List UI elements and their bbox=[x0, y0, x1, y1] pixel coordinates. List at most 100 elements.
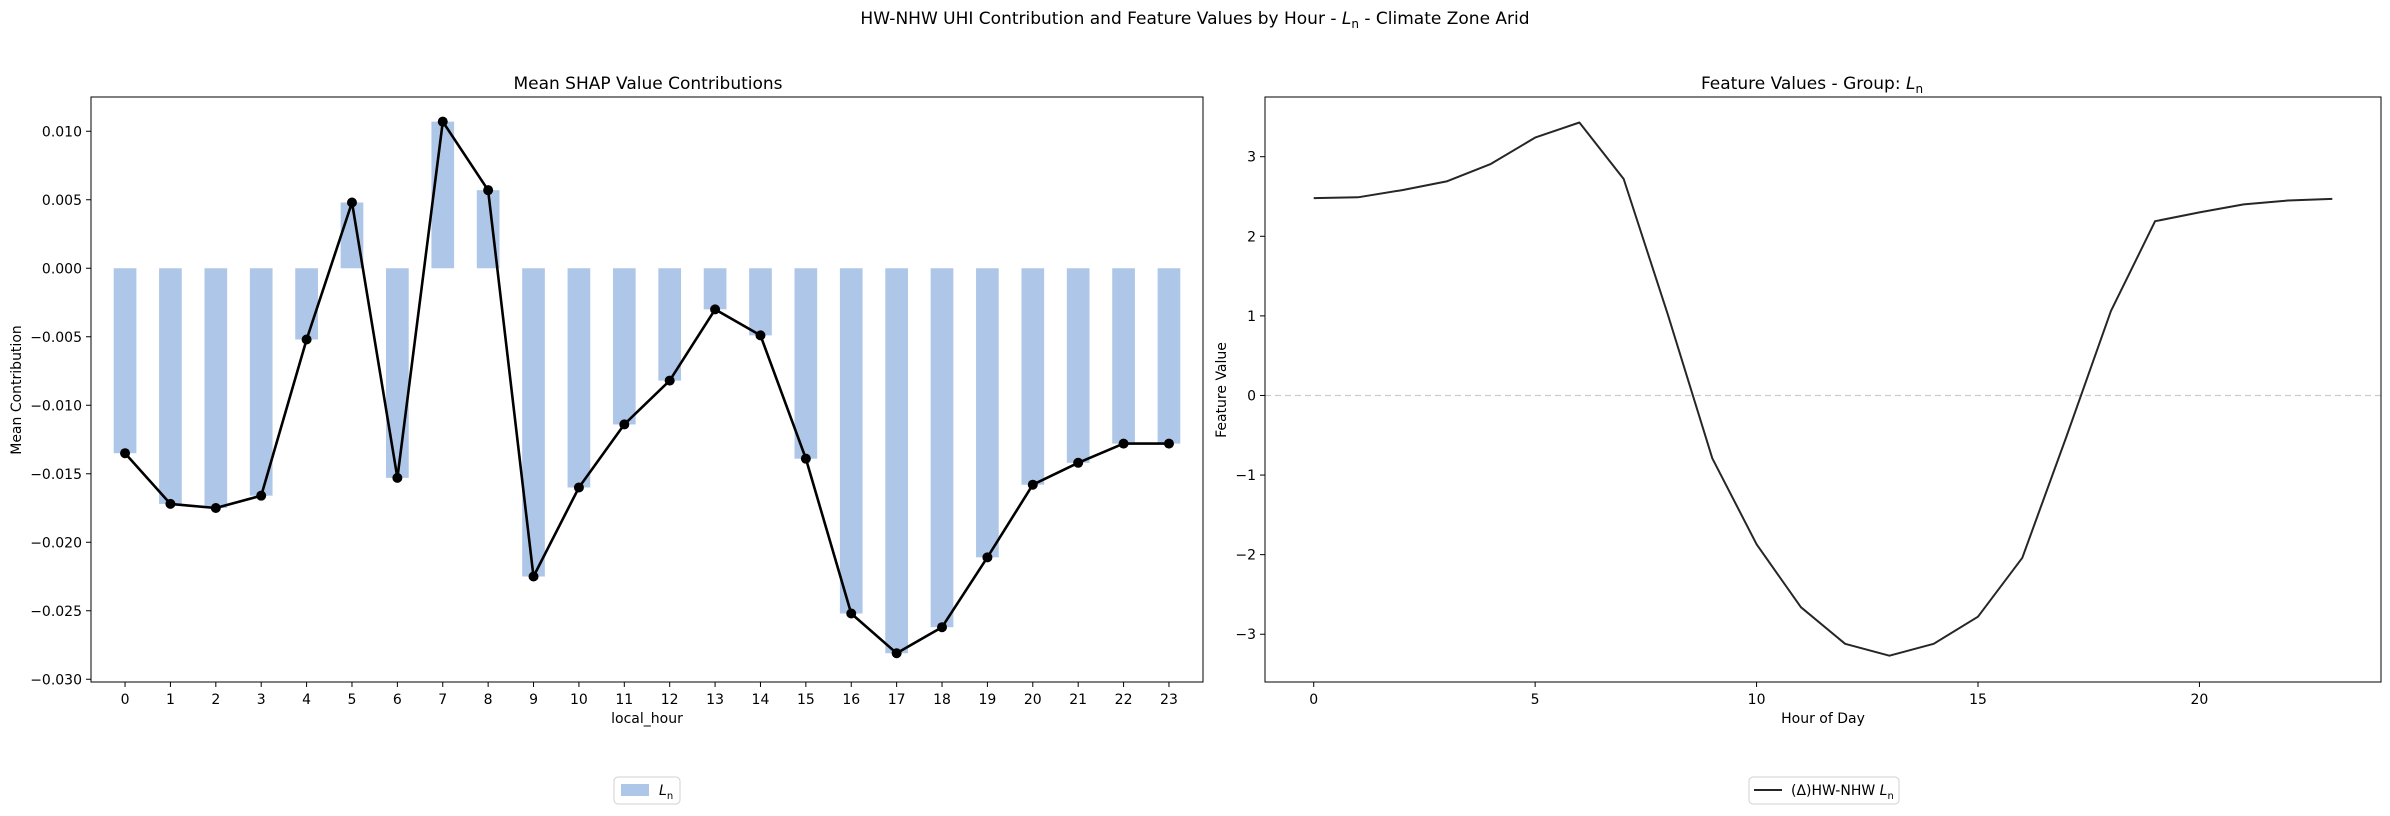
point-hour-18 bbox=[937, 622, 948, 633]
left-xtick-label: 11 bbox=[615, 692, 633, 708]
point-hour-10 bbox=[573, 482, 584, 493]
bar-hour-23 bbox=[1157, 268, 1181, 444]
right-legend: (Δ)HW-NHW Ln bbox=[1748, 776, 1900, 805]
bar-hour-2 bbox=[204, 268, 228, 509]
point-hour-21 bbox=[1073, 457, 1084, 468]
right-xtick-label: 10 bbox=[1748, 692, 1766, 708]
left-ytick-label: −0.025 bbox=[30, 604, 82, 620]
left-x-ticks: 0 1 2 3 4 5 6 7 8 9 10 11 12 13 14 15 16 17 18 19 20 21 22 23 bbox=[121, 682, 1178, 708]
left-xtick-label: 8 bbox=[484, 692, 493, 708]
right-ytick-label: −2 bbox=[1235, 548, 1256, 564]
right-x-axis-label: Hour of Day bbox=[1781, 711, 1865, 727]
left-xtick-label: 2 bbox=[211, 692, 220, 708]
left-ytick-label: −0.005 bbox=[30, 330, 82, 346]
left-ytick-label: −0.015 bbox=[30, 467, 82, 483]
left-xtick-label: 23 bbox=[1160, 692, 1178, 708]
right-xtick-label: 15 bbox=[1969, 692, 1987, 708]
left-ytick-label: −0.030 bbox=[30, 672, 82, 688]
left-xtick-label: 14 bbox=[752, 692, 770, 708]
point-hour-22 bbox=[1118, 438, 1129, 449]
right-xtick-label: 0 bbox=[1309, 692, 1318, 708]
right-line-group bbox=[1313, 121, 2333, 657]
bar-hour-1 bbox=[159, 268, 182, 504]
bar-hour-11 bbox=[612, 268, 636, 425]
left-xtick-label: 0 bbox=[121, 692, 130, 708]
left-xtick-label: 3 bbox=[257, 692, 266, 708]
feature-value-line bbox=[1313, 121, 2333, 657]
left-xtick-label: 10 bbox=[570, 692, 588, 708]
left-y-axis-label: Mean Contribution bbox=[9, 325, 25, 455]
left-xtick-label: 9 bbox=[529, 692, 538, 708]
left-xtick-label: 1 bbox=[166, 692, 175, 708]
right-legend-frame bbox=[1748, 776, 1900, 805]
bar-hour-20 bbox=[1021, 268, 1045, 485]
right-y-axis-label: Feature Value bbox=[1214, 342, 1230, 438]
bar-hour-16 bbox=[839, 268, 863, 614]
right-ytick-label: 0 bbox=[1247, 388, 1256, 404]
left-y-ticks: 0.010 0.005 0.000 −0.005 −0.010 −0.015 −0.020 −… bbox=[30, 124, 91, 688]
left-legend-swatch bbox=[621, 784, 649, 796]
point-hour-0 bbox=[120, 448, 131, 459]
left-ytick-label: −0.010 bbox=[30, 398, 82, 414]
bar-hour-21 bbox=[1066, 268, 1090, 463]
left-xtick-label: 18 bbox=[933, 692, 951, 708]
right-ytick-label: 1 bbox=[1247, 309, 1256, 325]
bar-hour-14 bbox=[749, 268, 772, 336]
left-ytick-label: −0.020 bbox=[30, 535, 82, 551]
left-xtick-label: 4 bbox=[302, 692, 311, 708]
bar-hour-6 bbox=[386, 268, 409, 478]
right-ytick-label: 3 bbox=[1247, 150, 1256, 166]
point-hour-4 bbox=[301, 334, 312, 345]
left-chart-title: Mean SHAP Value Contributions bbox=[513, 74, 782, 94]
left-xtick-label: 12 bbox=[661, 692, 679, 708]
bar-hour-13 bbox=[703, 268, 727, 310]
left-xtick-label: 5 bbox=[348, 692, 357, 708]
bar-hour-18 bbox=[930, 268, 954, 628]
bar-hour-4 bbox=[295, 268, 318, 340]
bar-hour-17 bbox=[885, 268, 908, 654]
left-legend-label: Ln bbox=[659, 783, 673, 802]
bar-hour-19 bbox=[976, 268, 999, 558]
bar-hour-15 bbox=[794, 268, 818, 459]
point-hour-12 bbox=[664, 375, 675, 386]
point-hour-9 bbox=[528, 571, 539, 582]
contribution-line bbox=[124, 120, 1169, 655]
left-line-group bbox=[120, 116, 1174, 659]
left-x-axis-label: local_hour bbox=[611, 711, 683, 727]
point-hour-2 bbox=[210, 503, 221, 514]
left-xtick-label: 13 bbox=[706, 692, 724, 708]
point-hour-6 bbox=[392, 472, 403, 483]
bar-hour-12 bbox=[658, 268, 682, 381]
bar-hour-9 bbox=[522, 268, 545, 577]
right-chart-title: Feature Values - Group: Ln bbox=[1701, 74, 1923, 96]
left-ytick-label: 0.005 bbox=[42, 193, 82, 209]
point-hour-11 bbox=[619, 419, 630, 430]
left-xtick-label: 17 bbox=[888, 692, 906, 708]
left-xtick-label: 22 bbox=[1115, 692, 1133, 708]
right-xtick-label: 5 bbox=[1531, 692, 1540, 708]
bar-hour-22 bbox=[1112, 268, 1135, 444]
right-ytick-label: −3 bbox=[1235, 627, 1256, 643]
point-hour-13 bbox=[710, 304, 721, 315]
bar-hour-0 bbox=[113, 268, 137, 454]
point-hour-17 bbox=[891, 648, 902, 659]
bar-hour-3 bbox=[249, 268, 273, 496]
left-xtick-label: 15 bbox=[797, 692, 815, 708]
feature-values-chart: Feature Values - Group: Ln 0 5 10 15 20 3210… bbox=[1214, 74, 2382, 805]
left-ytick-label: 0.010 bbox=[42, 124, 82, 140]
left-xtick-label: 6 bbox=[393, 692, 402, 708]
point-hour-3 bbox=[256, 490, 267, 501]
left-xtick-label: 20 bbox=[1024, 692, 1042, 708]
right-y-ticks: 3 2 1 0 −1 −2 −3 bbox=[1235, 150, 1265, 643]
figure-suptitle: HW-NHW UHI Contribution and Feature Valu… bbox=[860, 9, 1529, 31]
right-ytick-label: 2 bbox=[1247, 229, 1256, 245]
point-hour-14 bbox=[755, 330, 766, 341]
right-x-ticks: 0 5 10 15 20 bbox=[1309, 682, 2208, 708]
bar-hour-7 bbox=[431, 121, 455, 269]
point-hour-15 bbox=[800, 453, 811, 464]
point-hour-23 bbox=[1163, 438, 1174, 449]
point-hour-19 bbox=[982, 552, 993, 563]
point-hour-1 bbox=[165, 498, 176, 509]
